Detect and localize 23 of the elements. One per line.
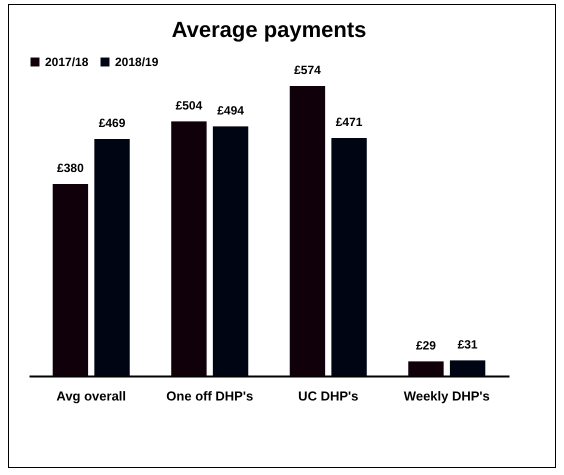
bar [408, 361, 444, 376]
x-tick-label: Avg overall [56, 388, 126, 404]
bar [331, 138, 367, 376]
bar [450, 360, 486, 376]
data-label: £504 [176, 98, 203, 112]
data-label: £380 [57, 161, 84, 176]
bar [94, 139, 130, 376]
data-label: £31 [458, 337, 478, 352]
legend-label: 2017/18 [45, 55, 89, 69]
bar [52, 184, 88, 376]
x-tick-label: UC DHP's [298, 388, 358, 404]
x-tick-label: Weekly DHP's [404, 388, 490, 404]
data-label: £574 [294, 63, 322, 77]
data-label: £494 [217, 103, 244, 118]
x-tick-label: One off DHP's [166, 388, 254, 404]
bar [212, 126, 248, 376]
data-label: £471 [336, 115, 363, 130]
chart-title: Average payments [172, 17, 366, 42]
bar [171, 121, 207, 376]
data-label: £29 [416, 338, 436, 352]
data-label: £469 [98, 116, 126, 130]
legend-label: 2018/19 [115, 55, 159, 69]
bar [290, 86, 326, 376]
